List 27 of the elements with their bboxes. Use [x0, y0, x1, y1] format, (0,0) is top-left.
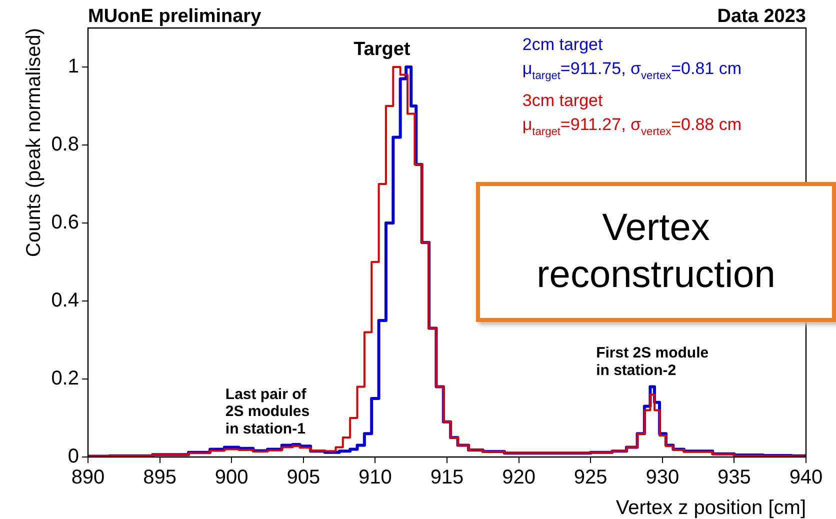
x-tick-label: 940: [789, 466, 823, 489]
x-tick-label: 905: [286, 466, 320, 489]
y-tick-label: 0.6: [51, 212, 79, 234]
x-tick-label: 890: [71, 466, 105, 489]
x-tick-label: 920: [502, 466, 536, 489]
x-tick-label: 895: [143, 466, 176, 489]
text: 2cm target: [522, 35, 603, 54]
x-tick-label: 915: [430, 466, 464, 489]
text: 3cm target: [522, 91, 603, 110]
x-tick-label: 925: [574, 466, 608, 489]
y-tick-label: 0.8: [51, 134, 79, 156]
y-tick-label: 1: [68, 56, 79, 78]
chart-subtitle: Data 2023: [717, 6, 806, 27]
x-tick-label: 935: [718, 466, 751, 489]
annotation: Last pair of 2S modules in station-1: [225, 386, 310, 438]
x-axis-title: Vertex z position [cm]: [616, 497, 806, 519]
x-tick-label: 930: [646, 466, 680, 489]
chart-title: MUonE preliminary: [88, 6, 262, 27]
annotation: Target: [354, 39, 411, 60]
y-tick-label: 0.4: [51, 290, 79, 312]
x-tick-label: 910: [358, 466, 392, 489]
y-tick-label: 0: [68, 446, 79, 468]
y-tick-label: 0.2: [51, 368, 79, 390]
x-tick-label: 900: [214, 466, 248, 489]
y-axis-title: Counts (peak normalised): [23, 28, 45, 257]
callout-box: Vertex reconstruction: [476, 182, 836, 322]
annotation: First 2S module in station-2: [596, 344, 709, 379]
